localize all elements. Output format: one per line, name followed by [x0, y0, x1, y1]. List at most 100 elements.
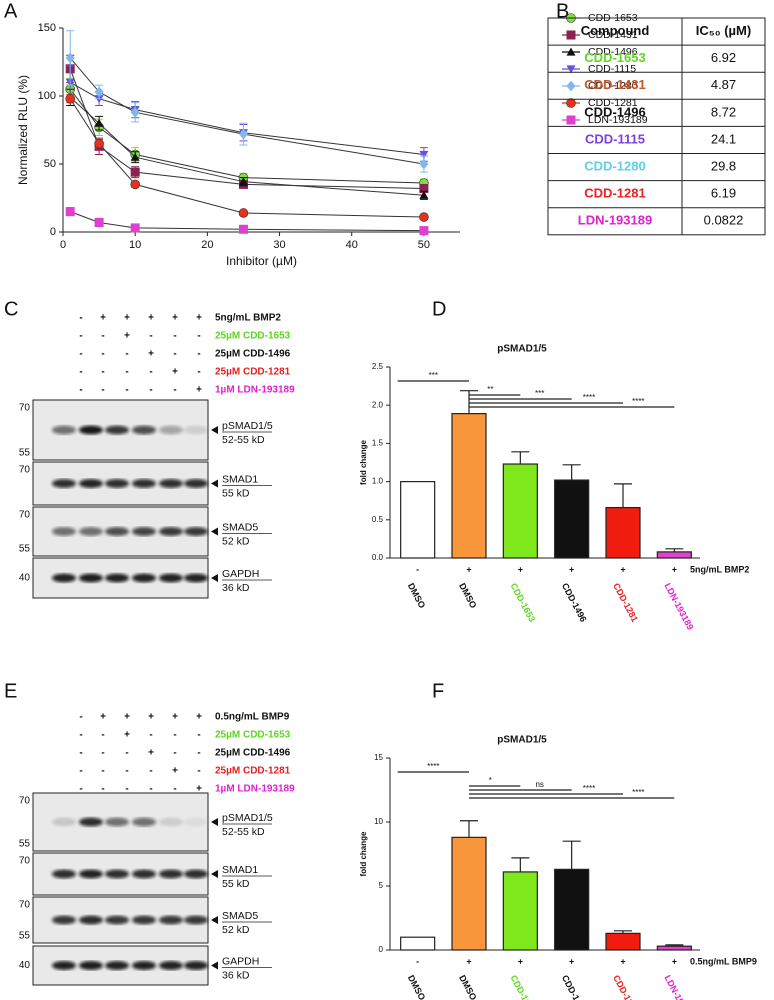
y-tick-label: 0.0 [372, 553, 384, 562]
legend-marker [566, 80, 576, 92]
y-tick-label: 2.5 [372, 362, 384, 371]
condition-sign: - [101, 784, 104, 795]
band-arrow [211, 426, 218, 434]
mw-marker: 70 [19, 465, 31, 476]
blot-band [105, 573, 129, 583]
blot-band [132, 425, 156, 435]
condition-sign: + [196, 385, 202, 396]
mw-marker: 40 [19, 573, 31, 584]
x-tick-label: 20 [201, 239, 213, 251]
table-value: 6.19 [711, 186, 736, 201]
band-name: pSMAD1/5 [222, 420, 273, 432]
band-size: 52 kD [222, 535, 250, 547]
category-label: DMSO [457, 581, 479, 610]
treatment-sign: + [518, 564, 523, 574]
mw-marker: 55 [19, 931, 31, 942]
blot-band [159, 869, 183, 879]
blot-band [159, 479, 183, 488]
panel-label: E [4, 680, 17, 702]
condition-label: 25µM CDD-1653 [215, 730, 291, 741]
error-bar [460, 820, 478, 838]
condition-sign: - [101, 349, 104, 360]
category-label: CDD-1653 [508, 581, 537, 623]
mw-marker: 55 [19, 544, 31, 555]
band-arrow [211, 961, 218, 970]
legend-marker [566, 115, 576, 125]
condition-sign: - [79, 748, 82, 759]
category-label: DMSO [406, 973, 428, 1000]
mw-marker: 70 [19, 796, 31, 807]
y-tick-label: 0.5 [372, 515, 384, 524]
condition-sign: - [173, 331, 176, 342]
y-tick-label: 5 [379, 881, 384, 890]
mw-marker: 55 [19, 448, 31, 459]
y-tick-label: 50 [44, 158, 56, 170]
table-value: 6.92 [711, 50, 736, 65]
blot-band [184, 869, 208, 879]
chart-title: pSMAD1/5 [497, 344, 547, 355]
blot-band [184, 479, 208, 488]
point [419, 190, 429, 199]
condition-sign: - [101, 730, 104, 741]
band-size: 36 kD [222, 582, 250, 594]
condition-label: 0.5ng/mL BMP9 [215, 712, 290, 723]
condition-sign: + [172, 367, 178, 378]
condition-sign: - [149, 367, 152, 378]
band-size: 52 kD [222, 924, 250, 936]
legend-label: CDD-1280 [588, 80, 638, 92]
table-value: 24.1 [711, 131, 736, 146]
legend-label: LDN-193189 [588, 114, 648, 126]
sig-label: **** [632, 788, 644, 797]
point [65, 93, 76, 104]
blot-band [132, 479, 156, 488]
condition-sign: - [149, 784, 152, 795]
condition-sign: - [125, 385, 128, 396]
condition-sign: - [197, 730, 200, 741]
blot-band [132, 817, 156, 827]
panel-label: A [4, 0, 18, 22]
blot-band [184, 425, 208, 435]
condition-sign: - [149, 385, 152, 396]
x-axis-title: Inhibitor (µM) [226, 254, 297, 268]
blot-band [52, 573, 76, 583]
mw-marker: 70 [19, 900, 31, 911]
bar [502, 871, 538, 951]
condition-sign: - [197, 331, 200, 342]
condition-sign: + [148, 748, 154, 759]
x-tick-label: 0 [60, 239, 66, 251]
condition-sign: + [172, 313, 178, 324]
treatment-sign: + [518, 956, 523, 966]
condition-sign: + [124, 712, 130, 723]
mw-marker: 70 [19, 403, 31, 414]
blot-band [159, 915, 183, 925]
sig-label: **** [583, 393, 595, 402]
band-arrow [211, 818, 218, 826]
condition-sign: - [101, 385, 104, 396]
point [65, 52, 75, 64]
blot-band [159, 817, 183, 827]
y-tick-label: 2.0 [372, 400, 384, 409]
condition-label: 25µM CDD-1281 [215, 766, 291, 777]
table-header: Compound [581, 23, 650, 38]
table-compound: CDD-1431 [584, 77, 645, 92]
y-tick-label: 150 [38, 22, 56, 34]
band-name: SMAD5 [222, 521, 258, 533]
error-bar [614, 483, 632, 508]
condition-sign: + [124, 313, 130, 324]
table-value: 8.72 [711, 104, 736, 119]
condition-sign: - [173, 730, 176, 741]
treatment-sign: + [569, 956, 574, 966]
condition-sign: + [100, 313, 106, 324]
error-bar [511, 451, 530, 465]
category-label: CDD-1281 [611, 973, 640, 1000]
condition-sign: - [101, 748, 104, 759]
treatment-sign: + [569, 564, 574, 574]
mw-marker: 40 [19, 960, 31, 971]
point [238, 208, 249, 218]
bar [400, 481, 436, 559]
point [419, 212, 429, 222]
band-size: 52-55 kD [222, 434, 265, 446]
band-arrow [211, 916, 218, 924]
sig-label: *** [535, 389, 544, 398]
